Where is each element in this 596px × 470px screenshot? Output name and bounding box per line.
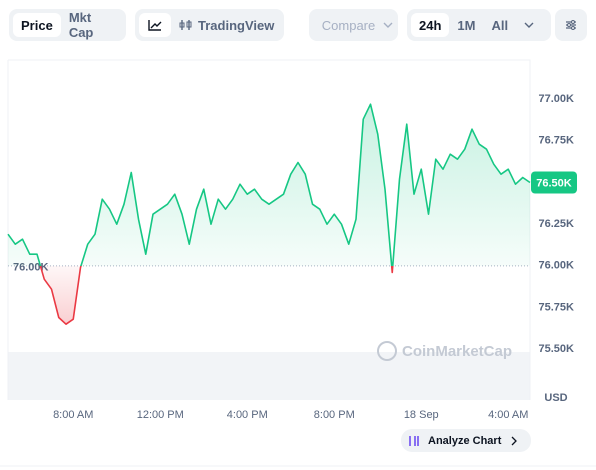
analyze-label: Analyze Chart — [428, 435, 502, 447]
x-tick-label: 12:00 PM — [137, 409, 184, 421]
price-area — [8, 104, 530, 325]
range-24h[interactable]: 24h — [411, 13, 450, 37]
settings-button[interactable] — [555, 9, 587, 41]
currency-label: USD — [544, 392, 567, 404]
compare-dropdown[interactable]: Compare — [309, 9, 398, 41]
watermark: CoinMarketCap — [402, 343, 512, 360]
price-tag-label: 76.50K — [536, 177, 572, 189]
chevron — [524, 22, 534, 28]
metric-toggle: Price Mkt Cap — [9, 9, 126, 41]
price-button[interactable]: Price — [13, 13, 61, 37]
analyze-bg — [401, 429, 531, 452]
tradingview-label: TradingView — [198, 17, 275, 33]
chart-type-toggle: TradingView — [135, 9, 284, 41]
y-tick-label: 75.75K — [539, 301, 575, 313]
analyze-button[interactable]: Analyze Chart — [401, 429, 531, 452]
mkt-cap-button[interactable]: Mkt Cap — [68, 10, 94, 40]
x-tick-label: 8:00 PM — [314, 409, 355, 421]
plot-frame — [7, 59, 531, 400]
analyze-icon — [409, 436, 419, 446]
watermark-logo — [377, 341, 397, 361]
y-tick-label: 76.25K — [539, 218, 575, 230]
price-tag — [531, 171, 577, 194]
settings-icon — [566, 20, 576, 30]
x-tick-label: 4:00 AM — [488, 409, 528, 421]
range-1m[interactable]: 1M — [457, 17, 476, 33]
y-tick-label: 76.00K — [539, 260, 575, 272]
x-tick-label: 18 Sep — [404, 409, 439, 421]
y-tick-label: 75.50K — [539, 343, 575, 355]
price-line — [7, 103, 531, 325]
range-all[interactable]: All — [491, 17, 509, 33]
tradingview-button[interactable]: TradingView — [171, 13, 282, 37]
y-tick-label: 76.75K — [539, 135, 575, 147]
x-tick-label: 8:00 AM — [53, 409, 93, 421]
y-tick-label: 77.00K — [539, 93, 575, 105]
chevron — [383, 22, 393, 28]
candle-icon — [179, 20, 192, 30]
range-toggle: 24h 1M All — [407, 9, 551, 41]
range-more[interactable] — [516, 13, 542, 37]
line-chart-button[interactable] — [139, 13, 171, 37]
volume-strip — [8, 352, 530, 400]
compare-label: Compare — [321, 17, 376, 33]
analyze-chevron — [511, 436, 517, 446]
line-icon — [148, 20, 162, 31]
x-tick-label: 4:00 PM — [227, 409, 268, 421]
